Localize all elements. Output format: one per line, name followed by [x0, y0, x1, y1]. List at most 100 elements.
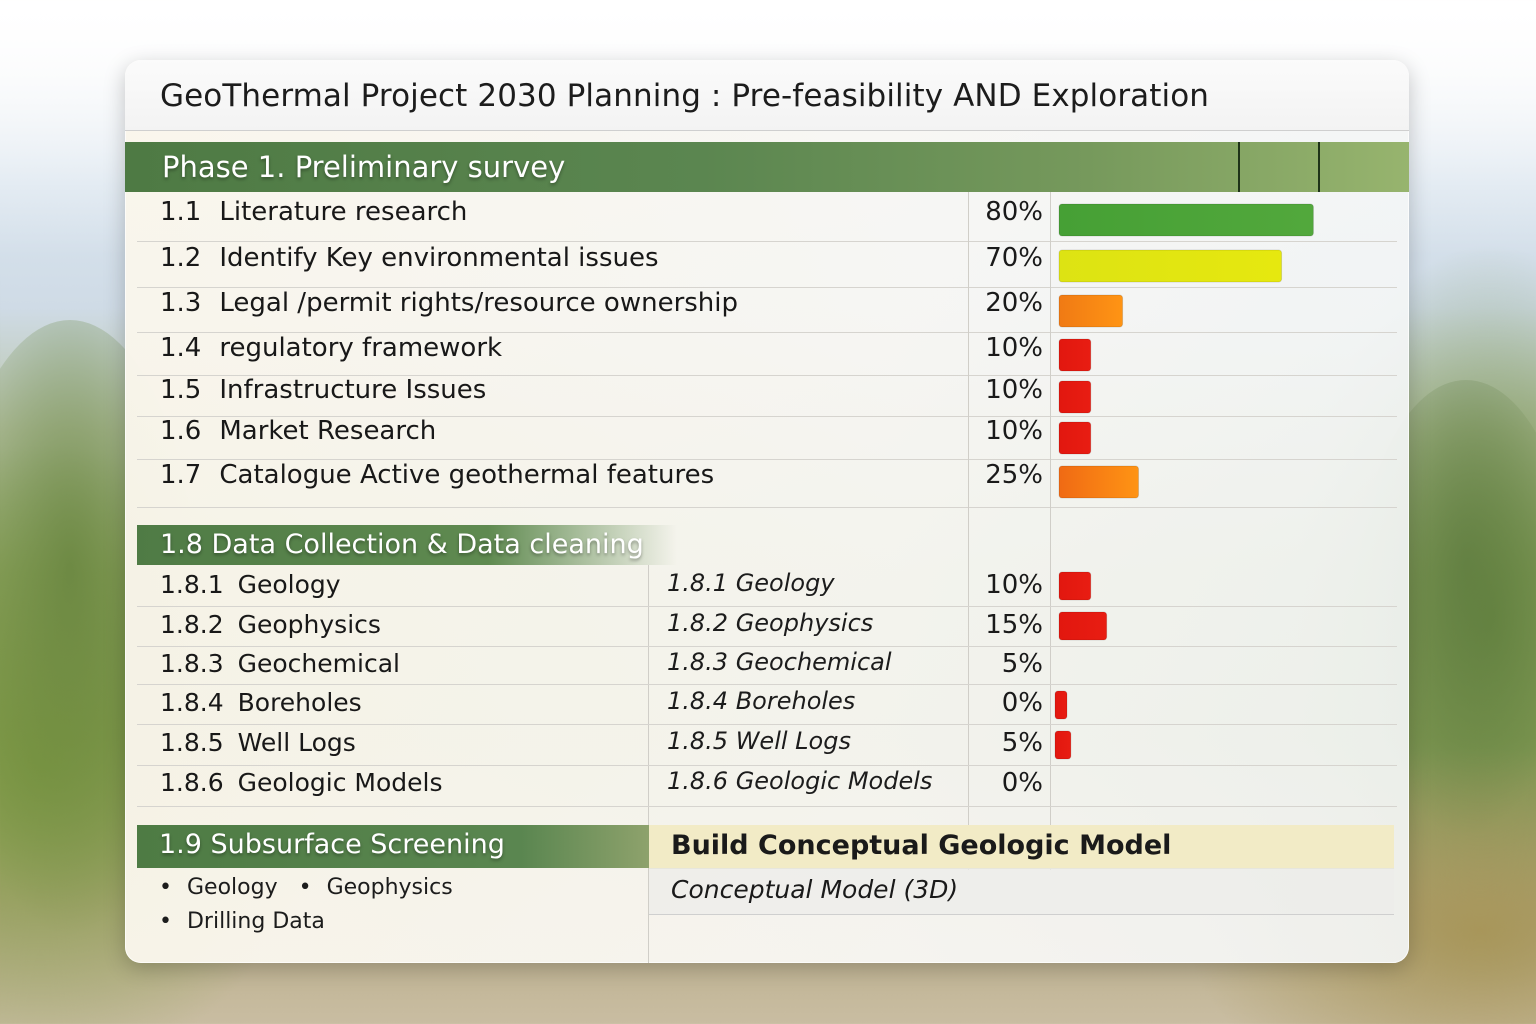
task-name: Catalogue Active geothermal features: [219, 460, 715, 490]
planning-panel: GeoThermal Project 2030 Planning : Pre-f…: [125, 60, 1409, 963]
section-header-data-collection: 1.8 Data Collection & Data cleaning: [137, 525, 677, 565]
task-row-label: 1.6 Market Research: [160, 416, 436, 446]
progress-bar: [1058, 611, 1108, 641]
data-item-label: 1.8.1 Geology: [160, 570, 341, 599]
data-item-name: Geology: [237, 570, 341, 599]
data-item-detail: 1.8.1 Geology: [667, 569, 835, 597]
section-title: 1.8 Data Collection & Data cleaning: [160, 529, 644, 560]
task-percent: 10%: [985, 416, 1043, 446]
phase-divider: [1238, 142, 1240, 192]
title-bar: GeoThermal Project 2030 Planning : Pre-f…: [125, 60, 1409, 131]
row-divider: [137, 375, 1397, 376]
data-item-percent: 15%: [985, 610, 1043, 640]
data-item-label: 1.8.3 Geochemical: [160, 649, 400, 678]
progress-bar: [1058, 571, 1092, 601]
task-row-label: 1.1 Literature research: [160, 197, 467, 227]
row-divider: [137, 241, 1397, 242]
data-item-number: 1.8.5: [160, 728, 224, 757]
data-item-number: 1.8.6: [160, 768, 224, 797]
conceptual-model-row: Conceptual Model (3D): [649, 868, 1394, 915]
task-percent: 70%: [985, 243, 1043, 273]
column-divider: [648, 565, 649, 963]
task-name: Literature research: [219, 197, 468, 227]
progress-bar: [1058, 421, 1092, 455]
progress-bar: [1054, 730, 1072, 760]
bullet-item: • Geology • Geophysics: [159, 875, 453, 900]
data-item-label: 1.8.4 Boreholes: [160, 688, 362, 717]
bullet-text: Geology: [186, 875, 278, 900]
progress-bar: [1058, 249, 1283, 283]
data-item-percent: 0%: [1001, 688, 1043, 718]
conceptual-model-label: Conceptual Model (3D): [671, 875, 959, 904]
row-divider: [137, 765, 1397, 766]
task-name: Market Research: [219, 416, 437, 446]
progress-bar: [1058, 380, 1092, 414]
task-number: 1.2: [160, 243, 202, 273]
data-item-number: 1.8.3: [160, 649, 224, 678]
data-item-name: Geochemical: [237, 649, 400, 678]
progress-bar: [1054, 690, 1068, 720]
task-row-label: 1.4 regulatory framework: [160, 333, 502, 363]
row-divider: [137, 459, 1397, 460]
task-row-label: 1.7 Catalogue Active geothermal features: [160, 460, 714, 490]
data-item-number: 1.8.2: [160, 610, 224, 639]
data-item-detail: 1.8.2 Geophysics: [667, 609, 874, 637]
bullet-icon: •: [159, 875, 172, 900]
phase-title: Phase 1. Preliminary survey: [162, 150, 566, 184]
data-item-detail: 1.8.6 Geologic Models: [667, 767, 933, 795]
task-name: Infrastructure Issues: [219, 375, 487, 405]
row-divider: [137, 416, 1397, 417]
data-item-detail: 1.8.5 Well Logs: [667, 727, 851, 755]
task-name: regulatory framework: [219, 333, 503, 363]
column-divider: [1050, 192, 1051, 870]
bullet-item: • Drilling Data: [159, 909, 325, 934]
task-number: 1.1: [160, 197, 202, 227]
row-divider: [137, 507, 1397, 508]
column-divider: [968, 192, 969, 870]
row-divider: [137, 646, 1397, 647]
phase-header: Phase 1. Preliminary survey: [125, 142, 1409, 192]
data-item-number: 1.8.4: [160, 688, 224, 717]
data-item-percent: 5%: [1001, 728, 1043, 758]
task-percent: 20%: [985, 288, 1043, 318]
task-number: 1.5: [160, 375, 202, 405]
progress-bar: [1058, 203, 1314, 237]
bullet-icon: •: [298, 875, 312, 900]
data-item-name: Geophysics: [237, 610, 381, 639]
row-divider: [137, 287, 1397, 288]
data-item-name: Boreholes: [237, 688, 362, 717]
task-percent: 80%: [985, 197, 1043, 227]
task-row-label: 1.5 Infrastructure Issues: [160, 375, 486, 405]
section-header-subsurface: 1.9 Subsurface Screening: [137, 825, 649, 868]
conceptual-model-header: Build Conceptual Geologic Model: [649, 825, 1394, 869]
data-item-percent: 0%: [1001, 768, 1043, 798]
task-number: 1.4: [160, 333, 202, 363]
row-divider: [137, 606, 1397, 607]
task-name: Identify Key environmental issues: [219, 243, 659, 273]
data-item-name: Well Logs: [237, 728, 356, 757]
row-divider: [137, 684, 1397, 685]
row-divider: [137, 806, 1397, 807]
bullet-text: Geophysics: [326, 875, 453, 900]
data-item-label: 1.8.6 Geologic Models: [160, 768, 443, 797]
task-percent: 25%: [985, 460, 1043, 490]
progress-bar: [1058, 338, 1092, 372]
data-item-percent: 10%: [985, 570, 1043, 600]
row-divider: [137, 332, 1397, 333]
data-item-name: Geologic Models: [237, 768, 443, 797]
task-number: 1.7: [160, 460, 202, 490]
task-percent: 10%: [985, 375, 1043, 405]
progress-bar: [1058, 465, 1139, 499]
data-item-percent: 5%: [1001, 649, 1043, 679]
data-item-number: 1.8.1: [160, 570, 224, 599]
task-row-label: 1.2 Identify Key environmental issues: [160, 243, 659, 273]
progress-bar: [1058, 294, 1124, 328]
data-item-detail: 1.8.3 Geochemical: [667, 648, 892, 676]
task-number: 1.3: [160, 288, 202, 318]
task-percent: 10%: [985, 333, 1043, 363]
data-item-detail: 1.8.4 Boreholes: [667, 687, 856, 715]
data-item-label: 1.8.2 Geophysics: [160, 610, 381, 639]
section-title: 1.9 Subsurface Screening: [159, 829, 505, 860]
bullet-icon: •: [159, 909, 172, 934]
conceptual-model-title: Build Conceptual Geologic Model: [671, 830, 1172, 861]
